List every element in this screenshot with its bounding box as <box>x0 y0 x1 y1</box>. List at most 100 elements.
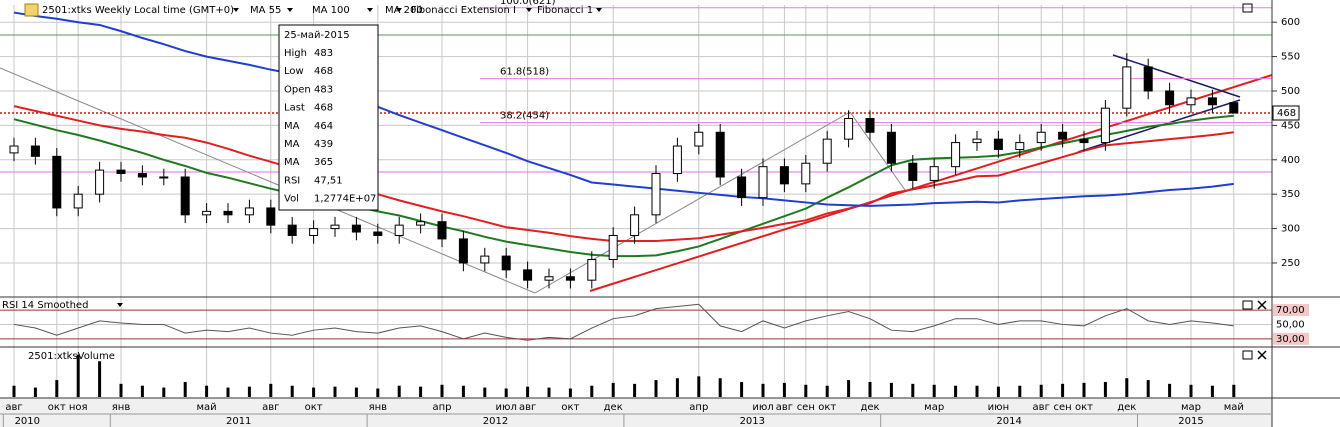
candle-body <box>1015 142 1025 150</box>
candle-body <box>223 210 233 216</box>
last-price-box <box>1272 105 1300 121</box>
maximize-button[interactable] <box>1242 350 1253 360</box>
volume-bar <box>33 387 37 397</box>
y-tick-label: 500 <box>1281 86 1300 97</box>
y-tick-label: 300 <box>1281 224 1300 235</box>
info-value: 468 <box>314 103 333 114</box>
candle-body <box>737 176 747 199</box>
maximize-button[interactable] <box>1242 3 1253 13</box>
candle-body <box>416 221 426 226</box>
legend-entry[interactable]: MA 55 <box>250 5 281 16</box>
maximize-button[interactable] <box>1242 300 1253 310</box>
candle-body <box>993 138 1003 150</box>
volume-bar <box>1232 384 1236 397</box>
y-tick-label: 30,00 <box>1276 334 1305 345</box>
x-tick-label: окт <box>1075 402 1093 413</box>
x-tick-label: янв <box>112 402 131 413</box>
volume-bar <box>654 380 658 397</box>
x-tick-label: дек <box>604 402 623 413</box>
candle-body <box>1143 66 1153 92</box>
volume-bar <box>847 380 851 397</box>
volume-bar <box>740 381 744 397</box>
candle-body <box>886 131 896 164</box>
volume-bar <box>12 385 16 397</box>
year-label: 2015 <box>1178 416 1203 427</box>
volume-bar <box>526 386 530 397</box>
candle-body <box>1058 131 1068 140</box>
candle-body <box>523 269 533 281</box>
header-item[interactable]: Fibonacci 1 <box>537 5 593 16</box>
volume-bar <box>354 387 358 397</box>
candle-body <box>1165 90 1175 106</box>
x-tick-label: окт <box>818 402 836 413</box>
candle-body <box>1207 97 1217 106</box>
volume-bar <box>162 387 166 397</box>
volume-bar <box>247 386 251 397</box>
candle-body <box>844 118 854 140</box>
candle-body <box>351 224 361 233</box>
dropdown-arrow[interactable] <box>117 303 123 307</box>
candle-body <box>501 255 511 271</box>
candle-body <box>244 207 254 216</box>
x-tick-label: дек <box>860 402 879 413</box>
y-tick-label: 400 <box>1281 155 1300 166</box>
x-tick-label: июл <box>752 402 773 413</box>
dropdown-arrow[interactable] <box>233 8 602 12</box>
x-tick-label: авг <box>5 402 22 413</box>
volume-bar <box>397 385 401 397</box>
candle-body <box>9 145 19 154</box>
legend-entry[interactable]: MA 200 <box>385 5 423 16</box>
header-item[interactable]: Fibonacci Extension I <box>411 5 516 16</box>
candle-body <box>801 162 811 185</box>
volume-bar <box>183 381 187 397</box>
candle-body <box>758 166 768 199</box>
y-tick-label: 50,00 <box>1276 319 1305 330</box>
volume-bar <box>697 376 701 397</box>
volume-bar <box>825 385 829 397</box>
x-tick-label: сен <box>797 402 815 413</box>
candle-body <box>309 228 319 236</box>
drawings <box>0 34 1273 294</box>
volume-bar <box>1125 378 1129 397</box>
year-label: 2011 <box>226 416 251 427</box>
candle-body <box>651 173 661 216</box>
fib-label: 100.0(621) <box>500 0 556 7</box>
volume-bar <box>868 381 872 397</box>
panel-title[interactable]: 2501:xtksVolume <box>28 351 115 362</box>
info-value: 468 <box>314 66 333 77</box>
x-tick-label: мар <box>924 402 944 413</box>
info-label: Low <box>284 66 304 77</box>
candle-body <box>52 155 62 209</box>
candle-body <box>30 145 40 157</box>
legend-entry[interactable]: MA 100 <box>312 5 350 16</box>
info-value: 47,51 <box>314 175 343 186</box>
volume-bar <box>1210 385 1214 397</box>
volume-bar <box>1189 384 1193 397</box>
volume-bar <box>954 385 958 397</box>
volume-bar <box>1018 385 1022 397</box>
candle-body <box>951 142 961 168</box>
y-tick-label: 450 <box>1281 120 1300 131</box>
volume-bar <box>761 383 765 397</box>
volume-bar <box>140 385 144 397</box>
candle-body <box>1079 138 1089 144</box>
close-button[interactable] <box>1257 300 1267 310</box>
candle-body <box>608 234 618 261</box>
volume-bar <box>440 384 444 397</box>
x-tick-label: апр <box>689 402 708 413</box>
symbol-icon[interactable] <box>24 3 39 17</box>
close-button[interactable] <box>1257 350 1267 360</box>
x-tick-label: май <box>197 402 217 413</box>
volume-bar <box>461 385 465 397</box>
last-price-label: 468 <box>1277 108 1296 119</box>
candle-body <box>1100 107 1110 144</box>
volume-bar <box>782 382 786 397</box>
volume-bar <box>504 388 508 397</box>
chart-title[interactable]: 2501:xtks Weekly Local time (GMT+0) <box>42 5 234 16</box>
candle-body <box>1036 131 1046 144</box>
trend-line <box>0 67 536 294</box>
time-axis-bg <box>0 398 1272 427</box>
panel-title[interactable]: RSI 14 Smoothed <box>2 300 88 311</box>
